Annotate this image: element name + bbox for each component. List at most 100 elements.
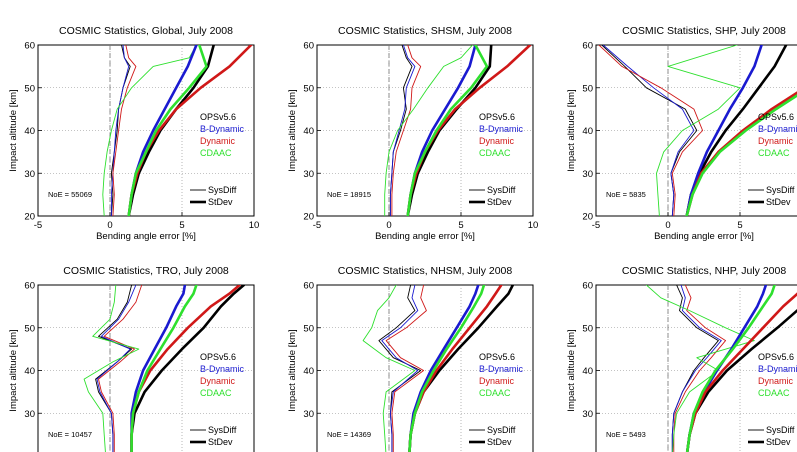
series-lines bbox=[362, 285, 515, 452]
y-tick-label: 30 bbox=[24, 409, 35, 420]
legend-entry: Dynamic bbox=[479, 136, 515, 146]
legend-entry: B-Dynamic bbox=[758, 364, 797, 374]
y-tick-label: 50 bbox=[24, 323, 35, 334]
series-line-sysdiff-dynamic bbox=[385, 285, 427, 452]
x-tick-label: -5 bbox=[592, 220, 600, 231]
x-axis-label: Bending angle error [%] bbox=[96, 231, 196, 242]
series-line-stdev-cdaac bbox=[127, 45, 208, 216]
y-axis-label: Impact altitude [km] bbox=[8, 89, 19, 171]
chart-panel: COSMIC Statistics, NHSM, July 2008 30 40 50… bbox=[287, 265, 534, 452]
legend-entry: Dynamic bbox=[758, 376, 794, 386]
chart-title: COSMIC Statistics, NHP, July 2008 bbox=[622, 265, 787, 277]
y-tick-label: 40 bbox=[24, 126, 35, 137]
legend-entry: CDAAC bbox=[200, 388, 232, 398]
legend-sysdiff-label: SysDiff bbox=[487, 425, 516, 435]
number-of-events: NoE = 14369 bbox=[327, 430, 371, 439]
series-line-sysdiff-b-dynamic bbox=[381, 285, 419, 452]
y-tick-label: 40 bbox=[24, 366, 35, 377]
legend-entry: OPSv5.6 bbox=[200, 352, 236, 362]
legend-entry: CDAAC bbox=[479, 388, 511, 398]
chart-panel: COSMIC Statistics, SHSM, July 2008 20 30 40… bbox=[287, 25, 538, 242]
legend-entry: B-Dynamic bbox=[200, 364, 245, 374]
chart-title: COSMIC Statistics, NHSM, July 2008 bbox=[338, 265, 513, 277]
chart-panel: COSMIC Statistics, Global, July 2008 20 30… bbox=[8, 25, 259, 242]
y-tick-label: 20 bbox=[582, 212, 593, 223]
x-tick-label: -5 bbox=[313, 220, 321, 231]
legend-entry: B-Dynamic bbox=[758, 124, 797, 134]
legend-stdev-label: StDev bbox=[208, 197, 233, 207]
series-line-sysdiff-cdaac bbox=[362, 285, 416, 452]
y-tick-label: 20 bbox=[24, 212, 35, 223]
series-line-sysdiff-cdaac bbox=[656, 45, 741, 216]
series-line-stdev-cdaac bbox=[685, 285, 776, 452]
y-tick-label: 60 bbox=[24, 41, 35, 52]
legend-stdev-label: StDev bbox=[487, 197, 512, 207]
legend-sysdiff-label: SysDiff bbox=[766, 185, 795, 195]
number-of-events: NoE = 10457 bbox=[48, 430, 92, 439]
y-tick-label: 40 bbox=[303, 366, 314, 377]
number-of-events: NoE = 5835 bbox=[606, 190, 646, 199]
legend-stdev-label: StDev bbox=[208, 437, 233, 447]
legend-entry: CDAAC bbox=[479, 148, 511, 158]
chart-title: COSMIC Statistics, Global, July 2008 bbox=[59, 25, 233, 37]
y-tick-label: 50 bbox=[303, 323, 314, 334]
series-line-stdev-cdaac bbox=[685, 94, 797, 216]
x-tick-label: 0 bbox=[665, 220, 670, 231]
series-line-sysdiff-dynamic bbox=[98, 285, 143, 452]
x-tick-label: 10 bbox=[249, 220, 260, 231]
series-lines bbox=[102, 45, 253, 216]
y-tick-label: 30 bbox=[582, 169, 593, 180]
legend-entry: B-Dynamic bbox=[200, 124, 245, 134]
y-tick-label: 60 bbox=[582, 41, 593, 52]
legend-entry: B-Dynamic bbox=[479, 124, 524, 134]
y-axis-label: Impact altitude [km] bbox=[566, 89, 577, 171]
legend-sysdiff-label: SysDiff bbox=[208, 185, 237, 195]
number-of-events: NoE = 5493 bbox=[606, 430, 646, 439]
legend-entry: Dynamic bbox=[479, 376, 515, 386]
series-line-sysdiff-b-dynamic bbox=[96, 285, 137, 452]
x-tick-label: 0 bbox=[386, 220, 391, 231]
legend-sysdiff-label: SysDiff bbox=[208, 425, 237, 435]
series-line-sysdiff-b-dynamic bbox=[110, 45, 130, 216]
y-tick-label: 60 bbox=[303, 281, 314, 292]
y-tick-label: 50 bbox=[24, 83, 35, 94]
series-line-sysdiff-b-dynamic bbox=[389, 45, 416, 216]
legend-entry: Dynamic bbox=[200, 376, 236, 386]
legend-stdev-label: StDev bbox=[766, 437, 791, 447]
y-tick-label: 40 bbox=[582, 366, 593, 377]
x-tick-label: -5 bbox=[34, 220, 42, 231]
legend-entry: OPSv5.6 bbox=[479, 112, 515, 122]
series-lines bbox=[598, 45, 797, 216]
y-tick-label: 20 bbox=[303, 212, 314, 223]
series-line-sysdiff-cdaac bbox=[384, 45, 473, 216]
x-tick-label: 10 bbox=[528, 220, 539, 231]
y-axis-label: Impact altitude [km] bbox=[8, 329, 19, 411]
series-line-stdev-cdaac bbox=[130, 285, 198, 452]
y-tick-label: 50 bbox=[582, 83, 593, 94]
series-line-stdev-cdaac bbox=[408, 285, 486, 452]
legend-stdev-label: StDev bbox=[487, 437, 512, 447]
legend-entry: OPSv5.6 bbox=[479, 352, 515, 362]
legend-entry: OPSv5.6 bbox=[758, 112, 794, 122]
y-tick-label: 60 bbox=[303, 41, 314, 52]
chart-title: COSMIC Statistics, SHSM, July 2008 bbox=[338, 25, 512, 37]
series-line-sysdiff-cdaac bbox=[83, 285, 140, 452]
series-line-sysdiff-cdaac bbox=[102, 45, 197, 216]
series-line-sysdiff-b-dynamic bbox=[671, 285, 722, 452]
legend-entry: OPSv5.6 bbox=[758, 352, 794, 362]
y-tick-label: 40 bbox=[582, 126, 593, 137]
x-axis-label: Bending angle error [%] bbox=[654, 231, 754, 242]
legend-entry: CDAAC bbox=[758, 388, 790, 398]
x-tick-label: 5 bbox=[737, 220, 742, 231]
chart-panel: COSMIC Statistics, TRO, July 2008 30 40 50 6… bbox=[8, 265, 255, 452]
y-axis-label: Impact altitude [km] bbox=[566, 329, 577, 411]
plot-frame bbox=[37, 284, 255, 452]
chart-panel: COSMIC Statistics, NHP, July 2008 30 40 50 6… bbox=[566, 265, 797, 452]
legend-entry: CDAAC bbox=[758, 148, 790, 158]
y-tick-label: 50 bbox=[582, 323, 593, 334]
chart-panel: COSMIC Statistics, SHP, July 2008 20 30 40 5… bbox=[566, 25, 797, 242]
series-lines bbox=[645, 285, 797, 452]
y-tick-label: 50 bbox=[303, 83, 314, 94]
plot-frame bbox=[316, 284, 534, 452]
